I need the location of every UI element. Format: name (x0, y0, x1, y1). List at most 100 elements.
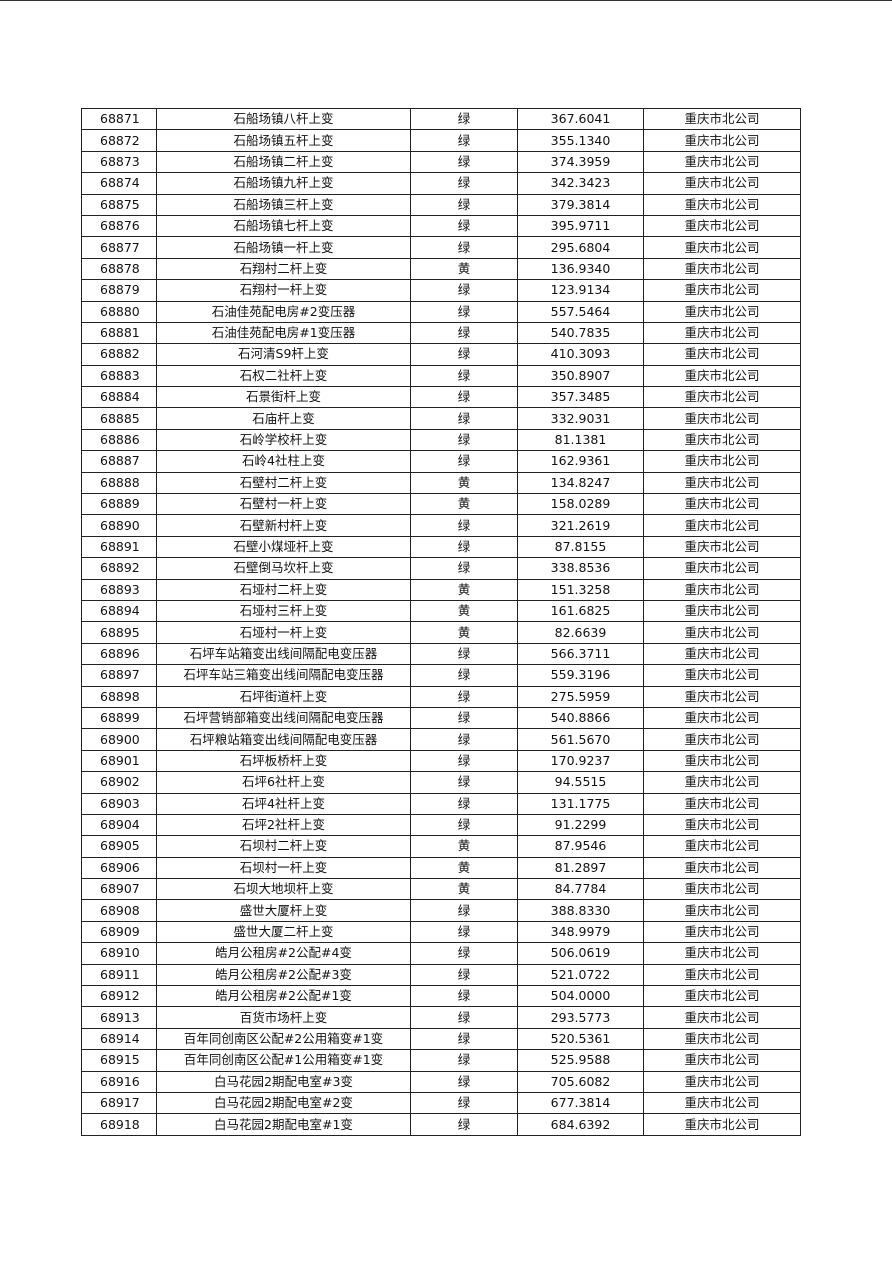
status-color-cell: 绿 (410, 728, 518, 751)
table-row: 68893 石垭村二杆上变黄 151.3258 重庆市北公司 (81, 578, 801, 601)
table-row: 68884 石景街杆上变绿 357.3485 重庆市北公司 (81, 386, 801, 409)
status-color-cell: 绿 (410, 1091, 518, 1115)
company-cell: 重庆市北公司 (643, 279, 801, 302)
company-cell: 重庆市北公司 (643, 535, 801, 559)
transformer-name-cell: 盛世大厦二杆上变 (156, 920, 411, 944)
value-cell: 521.0722 (517, 963, 644, 987)
row-id-cell: 68884 (81, 386, 157, 409)
table-row: 68874 石船场镇九杆上变绿 342.3423 重庆市北公司 (81, 172, 801, 195)
row-id-cell: 68877 (81, 236, 157, 259)
value-cell: 350.8907 (517, 364, 644, 388)
company-cell: 重庆市北公司 (643, 1027, 801, 1051)
status-color-cell: 绿 (410, 514, 518, 537)
table-row: 68896 石坪车站箱变出线间隔配电变压器绿 566.3711 重庆市北公司 (81, 642, 801, 666)
status-color-cell: 绿 (410, 1006, 518, 1029)
table-row: 68883 石权二社杆上变绿 350.8907 重庆市北公司 (81, 364, 801, 388)
status-color-cell: 绿 (410, 364, 518, 388)
row-id-cell: 68888 (81, 471, 157, 495)
transformer-name-cell: 石翔村二杆上变 (156, 257, 411, 281)
row-id-cell: 68879 (81, 279, 157, 302)
row-id-cell: 68889 (81, 493, 157, 516)
transformer-name-cell: 石垭村二杆上变 (156, 578, 411, 601)
company-cell: 重庆市北公司 (643, 878, 801, 901)
transformer-name-cell: 百货市场杆上变 (156, 1006, 411, 1029)
value-cell: 520.5361 (517, 1027, 644, 1051)
row-id-cell: 68906 (81, 856, 157, 880)
row-id-cell: 68913 (81, 1006, 157, 1029)
transformer-name-cell: 石垭村三杆上变 (156, 599, 411, 623)
status-color-cell: 绿 (410, 1049, 518, 1072)
company-cell: 重庆市北公司 (643, 1006, 801, 1029)
status-color-cell: 绿 (410, 214, 518, 238)
row-id-cell: 68890 (81, 514, 157, 537)
table-row: 68908 盛世大厦杆上变绿 388.8330 重庆市北公司 (81, 899, 801, 922)
status-color-cell: 黄 (410, 257, 518, 281)
transformer-name-cell: 石坪2社杆上变 (156, 813, 411, 837)
transformer-name-cell: 石船场镇九杆上变 (156, 172, 411, 195)
status-color-cell: 黄 (410, 471, 518, 495)
table-row: 68890 石壁新村杆上变绿 321.2619 重庆市北公司 (81, 514, 801, 537)
company-cell: 重庆市北公司 (643, 813, 801, 837)
table-row: 68902 石坪6社杆上变绿 94.5515 重庆市北公司 (81, 771, 801, 794)
transformer-name-cell: 石岭学校杆上变 (156, 428, 411, 452)
page-top-border (0, 0, 892, 1)
transformer-table: 68871 石船场镇八杆上变绿 367.6041 重庆市北公司 68872 石船场镇五杆上… (81, 107, 801, 1136)
table-row: 68905 石坝村二杆上变黄 87.9546 重庆市北公司 (81, 835, 801, 858)
company-cell: 重庆市北公司 (643, 214, 801, 238)
row-id-cell: 68918 (81, 1113, 157, 1136)
transformer-name-cell: 皓月公租房#2公配#3变 (156, 963, 411, 987)
table-row: 68898 石坪街道杆上变绿 275.5959 重庆市北公司 (81, 685, 801, 708)
transformer-name-cell: 石河清S9杆上变 (156, 343, 411, 366)
value-cell: 379.3814 (517, 193, 644, 216)
company-cell: 重庆市北公司 (643, 364, 801, 388)
table-row: 68918 白马花园2期配电室#1变绿 684.6392 重庆市北公司 (81, 1113, 801, 1136)
company-cell: 重庆市北公司 (643, 557, 801, 580)
company-cell: 重庆市北公司 (643, 642, 801, 666)
row-id-cell: 68875 (81, 193, 157, 216)
table-row: 68873 石船场镇二杆上变绿 374.3959 重庆市北公司 (81, 150, 801, 174)
table-row: 68887 石岭4社柱上变绿 162.9361 重庆市北公司 (81, 450, 801, 473)
value-cell: 84.7784 (517, 878, 644, 901)
row-id-cell: 68874 (81, 172, 157, 195)
row-id-cell: 68914 (81, 1027, 157, 1051)
company-cell: 重庆市北公司 (643, 835, 801, 858)
status-color-cell: 绿 (410, 899, 518, 922)
row-id-cell: 68908 (81, 899, 157, 922)
company-cell: 重庆市北公司 (643, 1113, 801, 1136)
table-row: 68878 石翔村二杆上变黄 136.9340 重庆市北公司 (81, 257, 801, 281)
status-color-cell: 绿 (410, 535, 518, 559)
transformer-name-cell: 皓月公租房#2公配#1变 (156, 985, 411, 1008)
transformer-name-cell: 石油佳苑配电房#2变压器 (156, 300, 411, 323)
transformer-name-cell: 石壁村二杆上变 (156, 471, 411, 495)
value-cell: 161.6825 (517, 599, 644, 623)
transformer-name-cell: 石壁倒马坎杆上变 (156, 557, 411, 580)
company-cell: 重庆市北公司 (643, 706, 801, 730)
row-id-cell: 68880 (81, 300, 157, 323)
table-row: 68882 石河清S9杆上变绿 410.3093 重庆市北公司 (81, 343, 801, 366)
row-id-cell: 68887 (81, 450, 157, 473)
transformer-name-cell: 白马花园2期配电室#1变 (156, 1113, 411, 1136)
transformer-name-cell: 石坪街道杆上变 (156, 685, 411, 708)
transformer-name-cell: 石坪车站箱变出线间隔配电变压器 (156, 642, 411, 666)
transformer-name-cell: 皓月公租房#2公配#4变 (156, 942, 411, 965)
transformer-name-cell: 石船场镇七杆上变 (156, 214, 411, 238)
row-id-cell: 68917 (81, 1091, 157, 1115)
value-cell: 134.8247 (517, 471, 644, 495)
table-row: 68917 白马花园2期配电室#2变绿 677.3814 重庆市北公司 (81, 1091, 801, 1115)
value-cell: 275.5959 (517, 685, 644, 708)
row-id-cell: 68915 (81, 1049, 157, 1072)
value-cell: 342.3423 (517, 172, 644, 195)
row-id-cell: 68911 (81, 963, 157, 987)
table-row: 68876 石船场镇七杆上变绿 395.9711 重庆市北公司 (81, 214, 801, 238)
company-cell: 重庆市北公司 (643, 407, 801, 430)
table-row: 68880 石油佳苑配电房#2变压器绿 557.5464 重庆市北公司 (81, 300, 801, 323)
row-id-cell: 68892 (81, 557, 157, 580)
transformer-name-cell: 石权二社杆上变 (156, 364, 411, 388)
value-cell: 123.9134 (517, 279, 644, 302)
status-color-cell: 绿 (410, 279, 518, 302)
value-cell: 131.1775 (517, 792, 644, 815)
row-id-cell: 68916 (81, 1070, 157, 1093)
company-cell: 重庆市北公司 (643, 343, 801, 366)
transformer-name-cell: 石壁小煤垭杆上变 (156, 535, 411, 559)
transformer-name-cell: 百年同创南区公配#2公用箱变#1变 (156, 1027, 411, 1051)
